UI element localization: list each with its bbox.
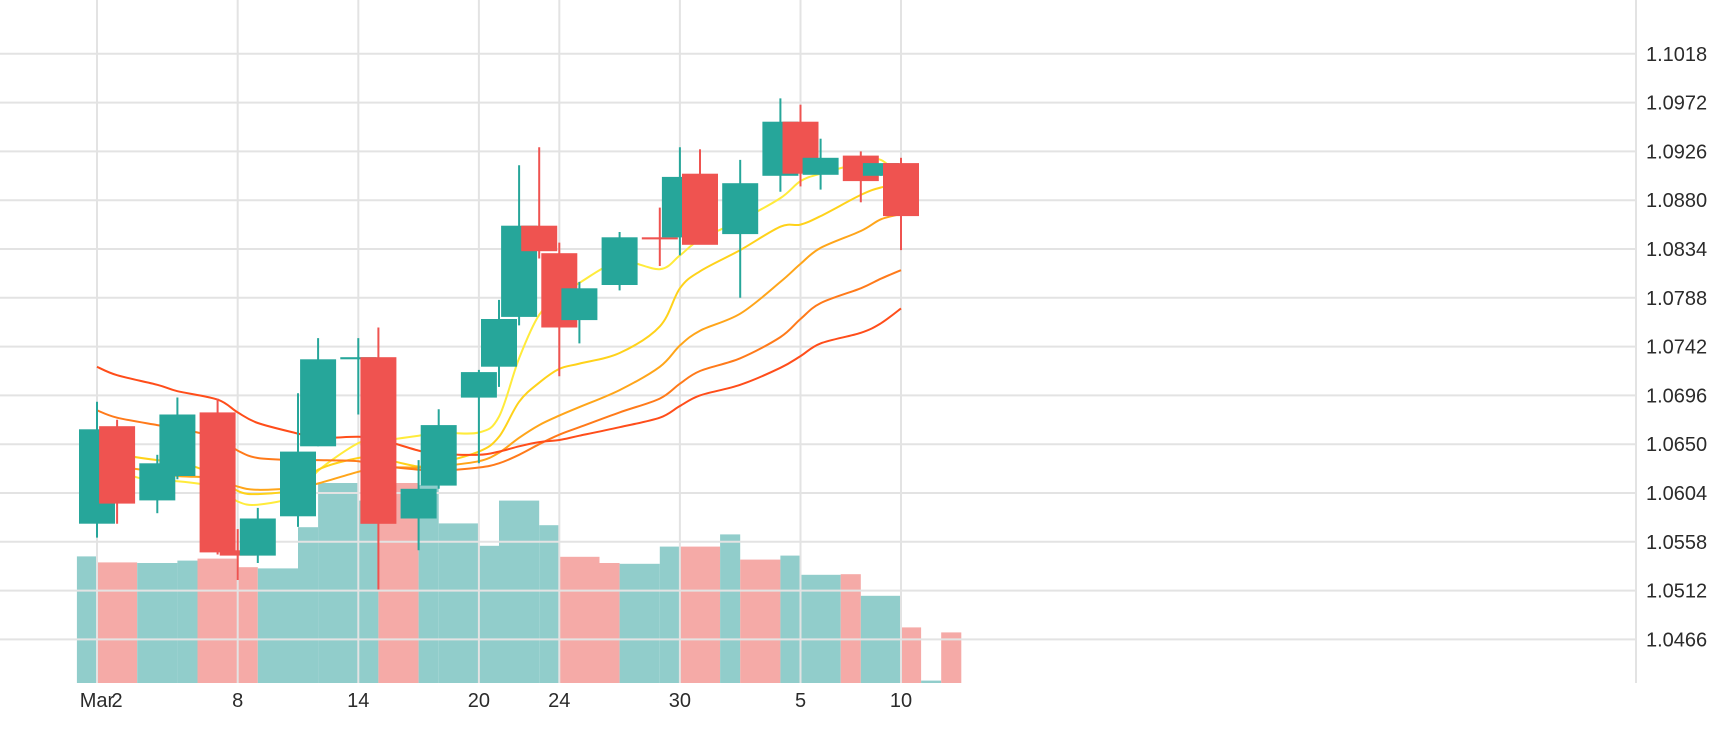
y-tick-label: 1.0834 (1646, 239, 1707, 261)
candle-body (722, 183, 759, 235)
volume-bar (619, 563, 660, 683)
y-tick-label: 1.0880 (1646, 190, 1707, 212)
candle-body (199, 412, 236, 553)
x-tick-label: 10 (890, 690, 912, 712)
x-tick-label: Mar (80, 690, 115, 712)
volume-bar (559, 556, 600, 683)
y-tick-label: 1.0558 (1646, 532, 1707, 554)
candle-body (360, 357, 397, 524)
moving-average-line (96, 307, 902, 456)
candle-body (300, 359, 337, 447)
volume-bar (921, 680, 942, 683)
y-tick-label: 1.0512 (1646, 581, 1707, 603)
candle-body (340, 357, 377, 360)
volume-bar (840, 574, 861, 683)
x-tick-label: 20 (468, 690, 490, 712)
candle-body (481, 319, 517, 367)
candle-body (460, 372, 497, 398)
y-tick-label: 1.1018 (1646, 44, 1707, 66)
candle-body (802, 157, 839, 175)
volume-bar (298, 527, 319, 683)
volume-bar (438, 523, 479, 683)
candle-body (400, 488, 437, 519)
volume-bar (720, 534, 741, 683)
volume-bar (539, 525, 560, 683)
volume-bar (318, 483, 359, 683)
candle-body (159, 414, 196, 476)
y-tick-label: 1.0650 (1646, 434, 1707, 456)
volume-bar (478, 545, 499, 683)
volume-bar (257, 568, 298, 683)
volume-bar (418, 485, 439, 683)
candle-body (219, 550, 256, 556)
x-tick-label: 14 (347, 690, 369, 712)
volume-bar (197, 558, 238, 683)
x-tick-label: 30 (669, 690, 691, 712)
y-tick-label: 1.0926 (1646, 141, 1707, 163)
volume-bar (679, 546, 721, 683)
volume-bar (659, 546, 680, 683)
moving-average-line (96, 213, 902, 491)
candle-body (521, 225, 558, 252)
x-tick-label: 5 (795, 690, 806, 712)
moving-average-lines (96, 158, 902, 507)
candles (79, 98, 919, 590)
volume-bar (237, 567, 258, 683)
volume-bar (941, 632, 962, 683)
moving-average-line (96, 158, 902, 507)
y-tick-label: 1.0696 (1646, 385, 1707, 407)
candle-body (601, 237, 638, 285)
volume-bar (177, 560, 198, 683)
candle-body (280, 451, 316, 517)
volume-bar (97, 562, 138, 683)
axes: 1.1018 1.0972 1.0926 1.0880 1.0834 1.0788 1.07… (80, 0, 1707, 712)
candle-body (682, 173, 718, 245)
moving-average-line (96, 269, 902, 472)
volume-bar (901, 627, 922, 683)
volume-bar (800, 574, 841, 683)
volume-bar (137, 563, 178, 683)
volume-bar (76, 556, 97, 683)
candle-body (420, 425, 457, 486)
x-tick-label: 2 (112, 690, 123, 712)
y-tick-label: 1.0466 (1646, 629, 1707, 651)
candle-body (239, 518, 276, 556)
grid-lines (0, 0, 1636, 683)
x-tick-label: 8 (232, 690, 243, 712)
x-tick-label: 24 (548, 690, 570, 712)
candle-body (561, 288, 598, 321)
y-tick-label: 1.0604 (1646, 483, 1707, 505)
candle-body (883, 163, 919, 217)
candle-body (99, 426, 136, 504)
volume-bars (76, 483, 962, 683)
y-tick-label: 1.0742 (1646, 337, 1707, 359)
candle-body (641, 237, 678, 240)
volume-bar (499, 500, 540, 683)
y-tick-label: 1.0972 (1646, 93, 1707, 115)
y-tick-label: 1.0788 (1646, 288, 1707, 310)
volume-bar (740, 559, 781, 683)
volume-bar (780, 555, 801, 683)
volume-bar (358, 500, 379, 683)
moving-average-line (96, 183, 902, 496)
volume-bar (599, 563, 620, 683)
